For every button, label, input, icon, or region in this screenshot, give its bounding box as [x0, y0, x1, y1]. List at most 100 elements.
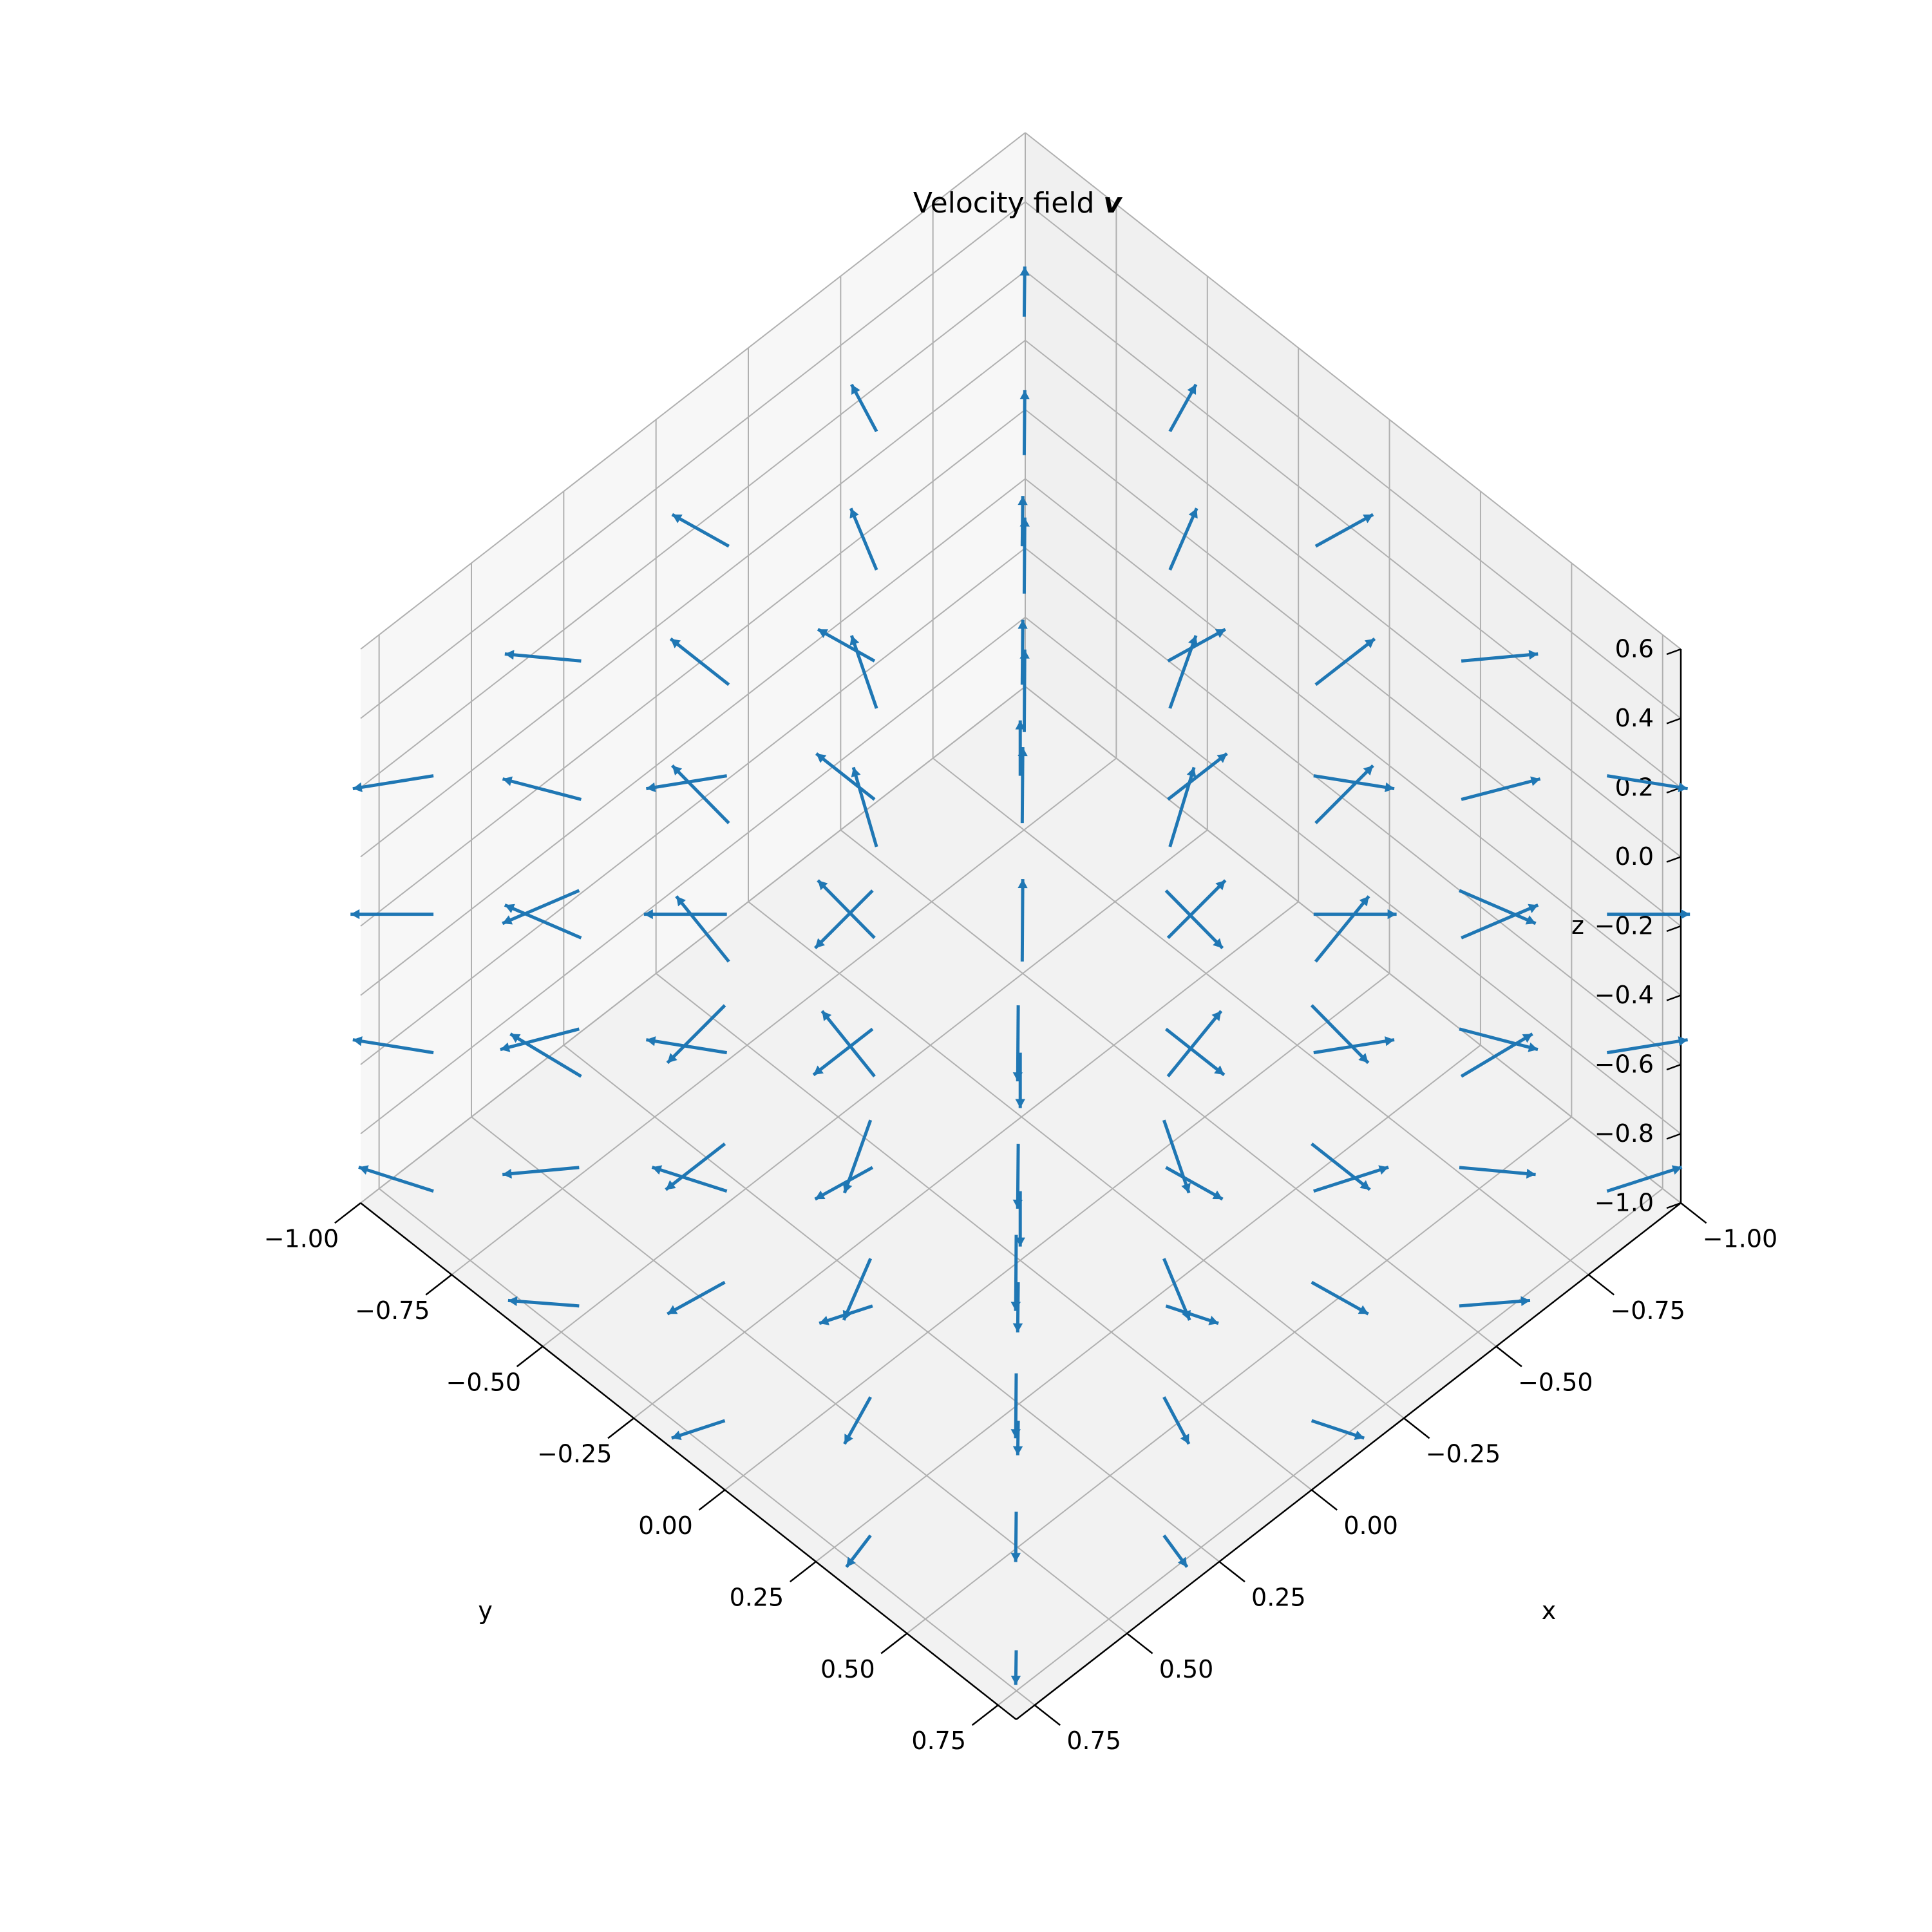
arrow-head [1213, 938, 1223, 949]
arrow-shaft [1165, 1304, 1219, 1325]
arrow-head [1186, 767, 1197, 778]
tick-marks [334, 648, 1707, 1726]
quiver-arrow [358, 1165, 434, 1193]
floor-gridline-y [633, 901, 1299, 1419]
quiver-arrow [1168, 383, 1198, 433]
left-pane-gridline-z [1025, 686, 1681, 1204]
y-tick [971, 1704, 999, 1726]
x-tick-label: −0.75 [1610, 1296, 1685, 1325]
arrow-head [1678, 782, 1688, 793]
quiver-arrow [1167, 627, 1226, 663]
quiver-arrow [645, 774, 728, 793]
arrow-shaft [849, 635, 878, 709]
y-tick [607, 1417, 634, 1439]
quiver-arrow [820, 1010, 876, 1077]
chart-title-text: Velocity field [913, 187, 1104, 220]
arrow-head [1678, 1036, 1688, 1046]
arrow-head [1363, 514, 1374, 524]
arrow-shaft [1020, 747, 1025, 824]
arrow-head [1018, 496, 1028, 506]
quiver-arrow [1313, 1165, 1389, 1193]
right-pane-gridline-z [360, 339, 1026, 858]
x-tick [1403, 1417, 1430, 1439]
arrow-shaft [671, 764, 730, 824]
arrow-shaft [1162, 1119, 1191, 1194]
arrow-head [818, 880, 828, 891]
floor-gridline-y [815, 1045, 1481, 1562]
arrow-shaft [817, 879, 876, 940]
quiver-arrow [504, 904, 582, 940]
y-tick [698, 1489, 726, 1511]
arrow-head [842, 1310, 852, 1320]
arrow-head [1525, 915, 1536, 925]
quiver-arrow [1166, 879, 1227, 940]
arrow-head [822, 1010, 832, 1021]
arrow-shaft [813, 889, 874, 949]
quiver-arrow [1010, 1650, 1021, 1685]
arrow-shaft [675, 895, 730, 963]
arrow-head [652, 1165, 663, 1175]
arrow-shaft [669, 637, 730, 687]
quiver-arrow [675, 895, 730, 963]
quiver-arrow [1459, 1296, 1531, 1308]
arrow-head [507, 1296, 518, 1307]
arrow-shaft [1022, 390, 1027, 455]
arrow-head [350, 909, 360, 920]
arrow-shaft [358, 1166, 434, 1193]
right-pane-gridline-z [360, 686, 1026, 1204]
arrow-shaft [509, 1032, 582, 1078]
gridlines [360, 132, 1681, 1706]
quiver-arrow [1313, 909, 1397, 920]
x-tick [1034, 1704, 1061, 1726]
quiver-arrow [1313, 774, 1395, 793]
quiver-arrow [1460, 1032, 1533, 1078]
tick-labels: −1.00 −0.75 −0.50 −0.25 0.00 0.25 0.50 0.75 −1.0… [264, 635, 1777, 1756]
arrow-shaft [1310, 1004, 1370, 1065]
arrow-shaft [645, 774, 728, 791]
floor-gridline-y [906, 1116, 1572, 1634]
quiver-arrow [1012, 1005, 1023, 1082]
arrow-shaft [507, 1298, 580, 1308]
arrow-head [844, 1434, 853, 1444]
quiver-arrow [842, 1119, 873, 1194]
quiver-arrow [502, 889, 580, 925]
z-axis-label: z [1571, 911, 1584, 940]
arrow-shaft [1459, 1166, 1536, 1177]
quiver-arrow [665, 1142, 726, 1191]
z-tick [1666, 1202, 1681, 1209]
arrow-shaft [502, 1166, 580, 1177]
right-pane-gridline-z [360, 616, 1026, 1135]
arrow-head [676, 896, 686, 907]
quiver-arrow [813, 889, 874, 949]
quiver-arrow [1606, 774, 1689, 793]
quiver-arrow [671, 1419, 726, 1441]
z-tick [1666, 1133, 1681, 1140]
arrow-head [1188, 635, 1198, 646]
quiver-arrow [502, 1166, 580, 1179]
quiver-arrow [350, 909, 434, 920]
arrow-head [846, 1557, 856, 1567]
quiver-arrow [1168, 507, 1198, 571]
y-tick-label: 0.00 [638, 1511, 693, 1540]
chart-title: Velocity field v [913, 187, 1123, 220]
quiver-arrow [1012, 1282, 1023, 1333]
quiver-arrow [1167, 752, 1228, 801]
quiver-arrow [504, 650, 582, 663]
arrow-head [842, 1182, 853, 1193]
quiver-arrow [666, 1004, 726, 1065]
arrow-head [851, 384, 860, 395]
y-tick-label: −0.75 [355, 1296, 430, 1325]
x-tick-label: 0.00 [1343, 1511, 1398, 1540]
arrow-shaft [352, 1038, 434, 1055]
z-tick-label: −1.0 [1595, 1189, 1654, 1217]
quiver-arrow [1010, 1373, 1021, 1439]
quiver-arrow [1019, 266, 1030, 317]
x-axis-label: x [1542, 1596, 1557, 1625]
arrow-head [1217, 753, 1227, 763]
arrow-shaft [1164, 1027, 1226, 1077]
right-pane-gridline-z [360, 409, 1026, 927]
arrow-head [646, 1036, 656, 1046]
quiver-arrow [1310, 1004, 1370, 1065]
quiver-arrow [645, 1036, 728, 1055]
arrow-shaft [1164, 889, 1224, 949]
